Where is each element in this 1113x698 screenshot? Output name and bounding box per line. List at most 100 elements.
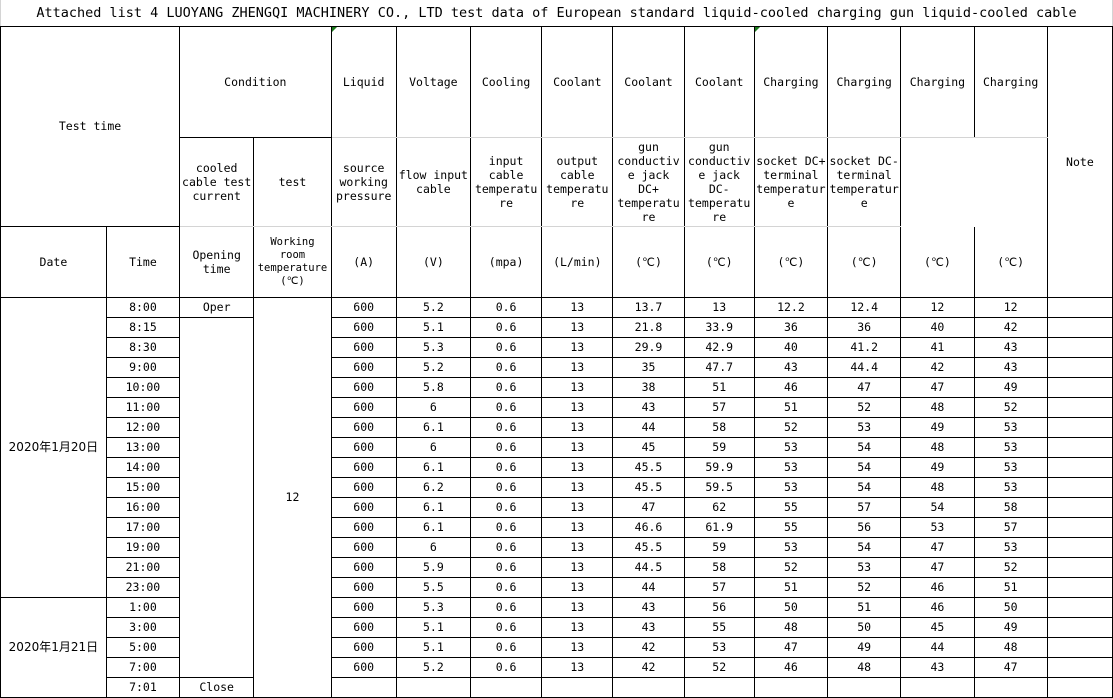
- value-cell-c7[interactable]: 12.4: [827, 297, 902, 318]
- value-cell-c1[interactable]: 5.8: [395, 377, 472, 398]
- value-cell-c2[interactable]: 0.6: [469, 517, 543, 538]
- header-col-7-line1[interactable]: Charging: [827, 26, 902, 138]
- value-cell-c1[interactable]: 5.3: [395, 337, 472, 358]
- value-cell-c2[interactable]: 0.6: [469, 417, 543, 438]
- header-date[interactable]: Date: [0, 226, 107, 298]
- value-cell-c7[interactable]: [827, 677, 902, 698]
- value-cell-c5[interactable]: 58: [683, 557, 755, 578]
- header-col-1-line2[interactable]: test: [253, 137, 332, 227]
- header-col-6-line2[interactable]: gun conductive jack DC+ temperature: [612, 137, 685, 227]
- time-cell[interactable]: 14:00: [105, 457, 181, 478]
- value-cell-c2[interactable]: 0.6: [469, 377, 543, 398]
- value-cell-c1[interactable]: [395, 677, 472, 698]
- table-row[interactable]: 8:15 600 5.1 0.6 13 21.8 33.9 36 36 40 42: [1, 317, 1113, 678]
- header-col-9-line2[interactable]: socket DC- terminal temperature: [827, 137, 902, 227]
- value-cell-c4[interactable]: 43: [612, 397, 685, 418]
- time-cell[interactable]: 5:00: [105, 637, 181, 658]
- value-cell-c4[interactable]: 45.5: [612, 477, 685, 498]
- time-cell[interactable]: 15:00: [105, 477, 181, 498]
- header-col-8-line2[interactable]: socket DC+ terminal temperature: [753, 137, 829, 227]
- table-row[interactable]: 17:00 600 6.1 0.6 13 46.6 61.9 55 56 53 57: [1, 517, 1113, 538]
- value-cell-c4[interactable]: 44: [612, 577, 685, 598]
- value-cell-c3[interactable]: 13: [541, 397, 614, 418]
- value-cell-c5[interactable]: 51: [683, 377, 755, 398]
- time-cell[interactable]: 3:00: [105, 617, 181, 638]
- note-cell[interactable]: [1046, 557, 1113, 578]
- header-col-1-unit[interactable]: (V): [395, 226, 472, 298]
- value-cell-c2[interactable]: 0.6: [469, 437, 543, 458]
- value-cell-c7[interactable]: 49: [827, 637, 902, 658]
- value-cell-c2[interactable]: 0.6: [469, 477, 543, 498]
- time-cell[interactable]: 10:00: [105, 377, 181, 398]
- value-cell-c9[interactable]: 53: [973, 457, 1048, 478]
- value-cell-c5[interactable]: 58: [683, 417, 755, 438]
- value-cell-c1[interactable]: 6.1: [395, 517, 472, 538]
- value-cell-c0[interactable]: 600: [330, 357, 397, 378]
- value-cell-c5[interactable]: 13: [683, 297, 755, 318]
- value-cell-c3[interactable]: 13: [541, 437, 614, 458]
- value-cell-c5[interactable]: 55: [683, 617, 755, 638]
- value-cell-c1[interactable]: 6.1: [395, 417, 472, 438]
- value-cell-c9[interactable]: 51: [973, 577, 1048, 598]
- value-cell-c2[interactable]: 0.6: [469, 497, 543, 518]
- header-col-6-unit[interactable]: (℃): [753, 226, 829, 298]
- value-cell-c6[interactable]: 47: [753, 637, 829, 658]
- header-col-4-line2[interactable]: input cable temperature: [469, 137, 543, 227]
- value-cell-c8[interactable]: 48: [900, 397, 975, 418]
- value-cell-c0[interactable]: 600: [330, 477, 397, 498]
- header-col-7-unit[interactable]: (℃): [827, 226, 902, 298]
- table-row[interactable]: 9:00 600 5.2 0.6 13 35 47.7 43 44.4 42 43: [1, 357, 1113, 378]
- header-col-2-unit[interactable]: (mpa): [469, 226, 543, 298]
- value-cell-c0[interactable]: 600: [330, 337, 397, 358]
- opening-time-cell-blank[interactable]: [179, 317, 255, 678]
- value-cell-c0[interactable]: 600: [330, 317, 397, 338]
- value-cell-c6[interactable]: 55: [753, 497, 829, 518]
- value-cell-c8[interactable]: 47: [900, 557, 975, 578]
- value-cell-c4[interactable]: 42: [612, 637, 685, 658]
- value-cell-c8[interactable]: [900, 677, 975, 698]
- time-cell[interactable]: 8:00: [105, 297, 181, 318]
- value-cell-c3[interactable]: 13: [541, 337, 614, 358]
- note-cell[interactable]: [1046, 637, 1113, 658]
- header-working-room-temperature[interactable]: Working room temperature(℃): [253, 226, 332, 298]
- value-cell-c2[interactable]: 0.6: [469, 297, 543, 318]
- value-cell-c3[interactable]: 13: [541, 537, 614, 558]
- value-cell-c6[interactable]: 36: [753, 317, 829, 338]
- header-col-0-line1[interactable]: Liquid: [330, 26, 397, 138]
- value-cell-c7[interactable]: 52: [827, 397, 902, 418]
- time-cell[interactable]: 21:00: [105, 557, 181, 578]
- value-cell-c3[interactable]: 13: [541, 577, 614, 598]
- header-col-5-line2[interactable]: output cable temperature: [541, 137, 614, 227]
- value-cell-c6[interactable]: [753, 677, 829, 698]
- header-col-0-line2[interactable]: cooled cable test current: [179, 137, 255, 227]
- value-cell-c3[interactable]: 13: [541, 597, 614, 618]
- value-cell-c9[interactable]: 43: [973, 337, 1048, 358]
- value-cell-c0[interactable]: 600: [330, 597, 397, 618]
- value-cell-c7[interactable]: 53: [827, 557, 902, 578]
- value-cell-c5[interactable]: 56: [683, 597, 755, 618]
- note-cell[interactable]: [1046, 677, 1113, 698]
- value-cell-c9[interactable]: 53: [973, 537, 1048, 558]
- value-cell-c8[interactable]: 49: [900, 457, 975, 478]
- time-cell[interactable]: 12:00: [105, 417, 181, 438]
- value-cell-c8[interactable]: 54: [900, 497, 975, 518]
- table-row[interactable]: 23:00 600 5.5 0.6 13 44 57 51 52 46 51: [1, 577, 1113, 598]
- value-cell-c4[interactable]: 42: [612, 657, 685, 678]
- note-cell[interactable]: [1046, 657, 1113, 678]
- header-col-4-unit[interactable]: (℃): [612, 226, 685, 298]
- note-cell[interactable]: [1046, 477, 1113, 498]
- note-cell[interactable]: [1046, 437, 1113, 458]
- value-cell-c3[interactable]: [541, 677, 614, 698]
- value-cell-c3[interactable]: 13: [541, 637, 614, 658]
- value-cell-c0[interactable]: 600: [330, 637, 397, 658]
- value-cell-c6[interactable]: 52: [753, 417, 829, 438]
- time-cell[interactable]: 23:00: [105, 577, 181, 598]
- value-cell-c6[interactable]: 53: [753, 477, 829, 498]
- time-cell[interactable]: 7:01: [105, 677, 181, 698]
- time-cell[interactable]: 1:00: [105, 597, 181, 618]
- value-cell-c2[interactable]: 0.6: [469, 397, 543, 418]
- value-cell-c6[interactable]: 50: [753, 597, 829, 618]
- value-cell-c6[interactable]: 53: [753, 457, 829, 478]
- date-cell-day2[interactable]: 2020年1月21日: [0, 597, 107, 698]
- time-cell[interactable]: 11:00: [105, 397, 181, 418]
